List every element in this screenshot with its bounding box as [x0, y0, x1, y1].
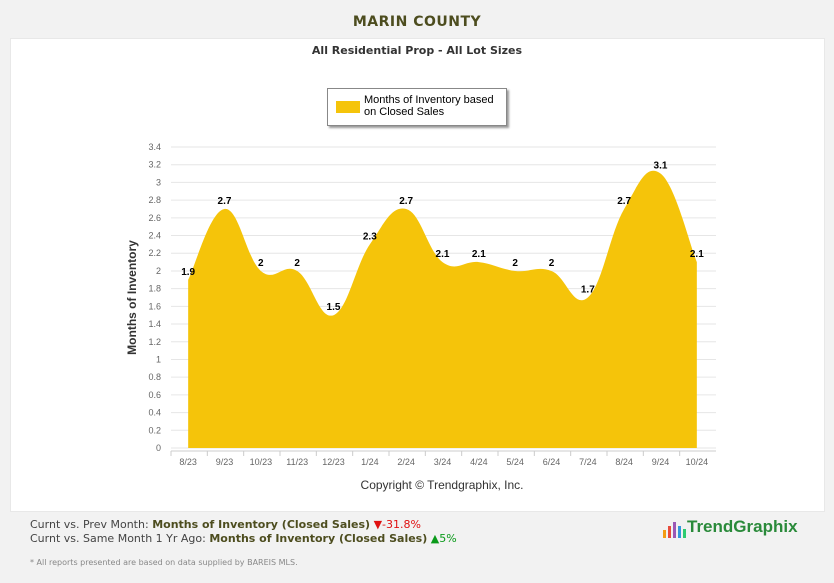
- x-tick-label: 4/24: [470, 457, 488, 467]
- y-tick-label: 1: [156, 354, 161, 364]
- comparison-prev-month: Curnt vs. Prev Month: Months of Inventor…: [30, 518, 421, 531]
- data-label: 2.3: [363, 231, 377, 242]
- y-tick-label: 1.8: [148, 284, 161, 294]
- comparison-change: 5%: [439, 532, 457, 545]
- y-axis-label: Months of Inventory: [125, 240, 139, 355]
- y-tick-label: 2.4: [148, 231, 161, 241]
- data-label: 2: [294, 258, 300, 269]
- data-label: 2.1: [436, 249, 450, 260]
- x-tick-label: 3/24: [434, 457, 452, 467]
- y-tick-label: 1.6: [148, 301, 161, 311]
- y-tick-label: 0.2: [148, 425, 161, 435]
- data-label: 2: [512, 258, 518, 269]
- x-tick-label: 12/23: [322, 457, 345, 467]
- data-label: 1.9: [181, 267, 195, 278]
- x-tick-label: 8/23: [179, 457, 197, 467]
- data-label: 2: [549, 258, 555, 269]
- x-tick-label: 5/24: [506, 457, 524, 467]
- y-tick-label: 0.4: [148, 408, 161, 418]
- chart-legend[interactable]: Months of Inventory based on Closed Sale…: [327, 88, 507, 126]
- data-label: 2.7: [218, 196, 232, 207]
- y-tick-label: 2.8: [148, 195, 161, 205]
- y-tick-label: 3.2: [148, 160, 161, 170]
- arrow-up-icon: ▲: [430, 532, 440, 545]
- data-label: 2: [258, 258, 264, 269]
- logo-bars-icon: [663, 518, 687, 538]
- x-tick-label: 10/24: [686, 457, 709, 467]
- area-chart: 0 0.2 0.4 0.6 0.8 1 1.2 1.4 1.6 1.8 2 2.2 2.4 2.6 2.8 3…: [125, 142, 716, 467]
- area-series: [188, 170, 697, 449]
- comparison-year-ago: Curnt vs. Same Month 1 Yr Ago: Months of…: [30, 532, 457, 545]
- legend-swatch: [336, 101, 360, 113]
- x-tick-label: 11/23: [286, 457, 308, 467]
- data-label: 1.5: [327, 302, 341, 313]
- chart-subtitle: All Residential Prop - All Lot Sizes: [311, 44, 523, 57]
- comparison-metric: Months of Inventory (Closed Sales): [152, 518, 371, 531]
- y-tick-label: 2.2: [148, 248, 161, 258]
- data-label: 2.1: [690, 249, 704, 260]
- copyright: Copyright © Trendgraphix, Inc.: [360, 478, 524, 492]
- comparison-label: Curnt vs. Same Month 1 Yr Ago:: [30, 532, 206, 545]
- x-tick-label: 8/24: [615, 457, 633, 467]
- y-tick-label: 0: [156, 443, 161, 453]
- x-tick-label: 10/23: [250, 457, 273, 467]
- y-tick-label: 3.4: [148, 142, 161, 152]
- comparison-label: Curnt vs. Prev Month:: [30, 518, 149, 531]
- x-tick-label: 6/24: [543, 457, 561, 467]
- logo-text: TrendGraphix: [687, 517, 798, 536]
- y-tick-label: 0.8: [148, 372, 161, 382]
- trendgraphix-logo: TrendGraphix: [663, 517, 798, 538]
- data-label: 1.7: [581, 285, 595, 296]
- y-tick-label: 2.6: [148, 213, 161, 223]
- comparison-metric: Months of Inventory (Closed Sales): [209, 532, 428, 545]
- legend-label: Months of Inventory based on Closed Sale…: [364, 94, 494, 118]
- y-tick-label: 2: [156, 266, 161, 276]
- comparison-change: -31.8%: [382, 518, 421, 531]
- page-title: MARIN COUNTY: [352, 14, 482, 30]
- data-label: 2.1: [472, 249, 486, 260]
- x-tick-label: 9/23: [216, 457, 234, 467]
- y-tick-label: 0.6: [148, 390, 161, 400]
- x-tick-label: 9/24: [652, 457, 670, 467]
- y-tick-label: 3: [156, 177, 161, 187]
- footnote: * All reports presented are based on dat…: [30, 558, 298, 567]
- data-label: 2.7: [617, 196, 631, 207]
- x-tick-label: 7/24: [579, 457, 597, 467]
- data-label: 3.1: [654, 161, 668, 172]
- arrow-down-icon: ▼: [373, 518, 383, 531]
- x-tick-label: 1/24: [361, 457, 379, 467]
- x-tick-label: 2/24: [397, 457, 415, 467]
- y-tick-label: 1.2: [148, 337, 161, 347]
- y-tick-label: 1.4: [148, 319, 161, 329]
- data-label: 2.7: [399, 196, 413, 207]
